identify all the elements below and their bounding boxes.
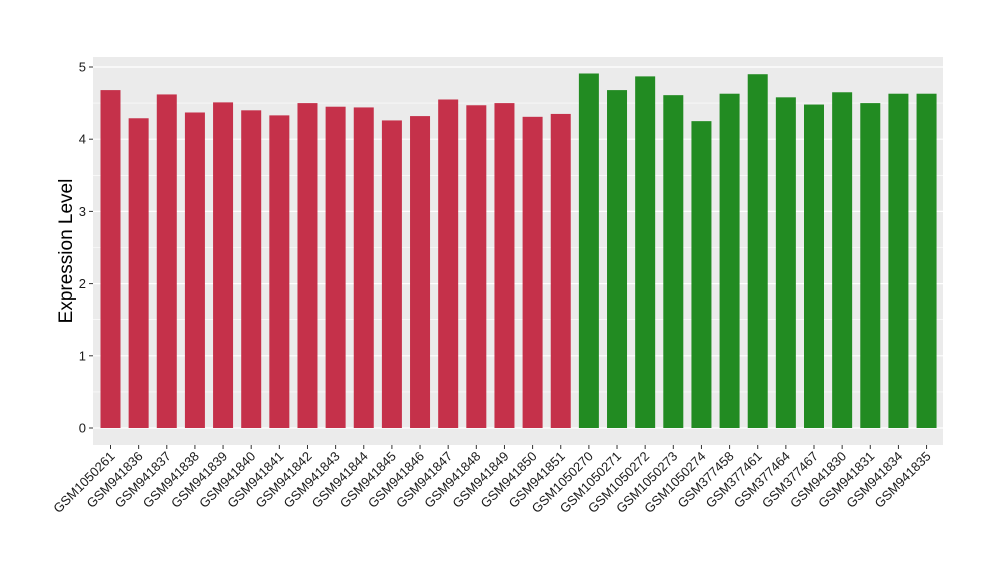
y-axis: 0 1 2 3 4 5 [79,60,93,436]
bar-GSM941847 [438,99,459,429]
bar-GSM1050272 [635,76,656,429]
bar-GSM1050261 [100,90,121,428]
bar-GSM1050271 [607,90,628,428]
plot-panel [93,57,943,445]
y-tick-label: 2 [79,276,86,291]
grid-lines [93,66,943,429]
bar-GSM941848 [466,105,487,429]
x-axis: GSM1050261GSM941836GSM941837GSM941838GSM… [50,445,934,516]
bar-GSM377458 [719,93,740,429]
bar-GSM941831 [860,103,881,428]
bar-GSM941842 [297,103,318,428]
bar-GSM1050273 [663,95,684,429]
y-tick-label: 3 [79,204,86,219]
y-tick-label: 4 [79,132,86,147]
bar-GSM1050270 [578,73,599,429]
bar-GSM941837 [156,94,177,428]
bar-GSM941843 [325,106,346,429]
bar-GSM941845 [381,120,402,428]
bar-GSM941850 [522,116,543,429]
bar-GSM1050274 [691,121,712,429]
bar-GSM941834 [888,93,909,429]
bar-GSM941836 [128,118,149,429]
bar-GSM941851 [550,113,571,429]
bar-GSM377464 [775,97,796,428]
bar-GSM941830 [832,92,853,429]
bar-GSM941835 [916,93,937,429]
y-tick-label: 0 [79,421,86,436]
y-tick-label: 5 [79,60,86,75]
y-tick-label: 1 [79,348,86,363]
bar-GSM941840 [241,110,262,428]
bar-GSM377467 [804,104,824,428]
y-axis-title: Expression Level [56,179,77,324]
bar-GSM941846 [410,116,431,428]
bar-GSM941849 [494,103,515,428]
bar-GSM941839 [213,102,234,429]
bar-GSM377461 [747,74,768,428]
bar-GSM941838 [184,112,205,429]
bars [100,73,937,429]
bar-GSM941841 [269,115,290,429]
bar-GSM941844 [353,107,374,428]
